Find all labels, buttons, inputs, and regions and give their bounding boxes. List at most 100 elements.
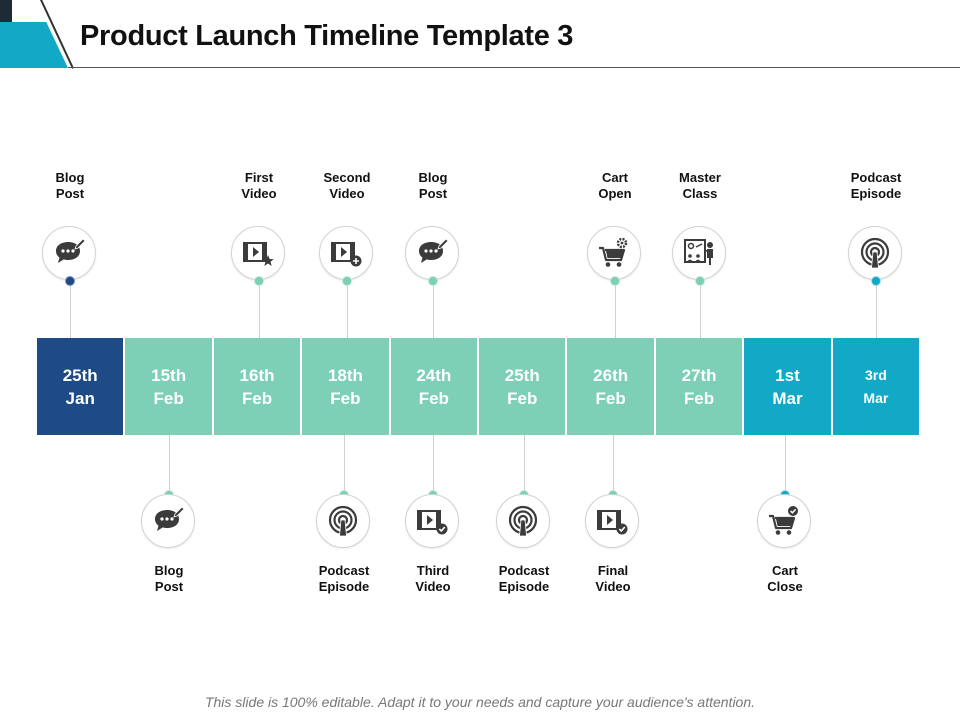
timeline-segment-3: 16th Feb <box>213 338 303 435</box>
event-label: Final Video <box>553 563 673 595</box>
event-label: Blog Post <box>10 170 130 202</box>
segment-day: 24th <box>416 365 452 385</box>
timeline-bar: 25th Jan 15th Feb 16th Feb 18th Feb 24th Feb … <box>37 338 920 435</box>
event-connector-line <box>875 286 877 338</box>
event-icon-circle <box>848 226 902 280</box>
timeline-segment-6: 25th Feb <box>479 338 568 435</box>
classroom-icon <box>684 239 713 265</box>
timeline-segment-9: 1st Mar <box>744 338 833 435</box>
timeline-segment-7: 26th Feb <box>567 338 656 435</box>
segment-day: 1st <box>775 365 800 385</box>
timeline-segment-1: 25th Jan <box>37 338 126 435</box>
header-accent-teal <box>0 22 68 68</box>
event-connector-dot <box>254 276 264 286</box>
segment-month: Feb <box>595 388 626 408</box>
event-label-line: Post <box>418 186 448 201</box>
event-connector-line <box>612 435 614 490</box>
event-label-line: Final <box>597 563 629 578</box>
event-label-line: Cart <box>601 170 628 185</box>
page-title: Product Launch Timeline Template 3 <box>80 20 574 52</box>
segment-day: 16th <box>239 365 275 385</box>
segment-day: 15th <box>151 365 187 385</box>
segment-month: Jan <box>65 388 95 408</box>
event-connector-line <box>168 435 170 490</box>
cart-gear-icon <box>599 237 628 267</box>
event-icon-circle <box>405 494 459 548</box>
segment-day: 27th <box>681 365 717 385</box>
event-label-line: Video <box>329 186 365 201</box>
event-icon-circle <box>319 226 373 280</box>
video-plus-icon <box>331 242 362 267</box>
event-label-line: Master <box>679 170 721 185</box>
segment-month: Feb <box>241 388 273 408</box>
segment-day: 3rd <box>864 366 887 383</box>
event-connector-line <box>346 286 348 338</box>
event-label-line: Video <box>595 579 631 594</box>
header-accent-dark <box>0 0 12 22</box>
event-label-line: Episode <box>850 186 902 201</box>
footer-note: This slide is 100% editable. Adapt it to… <box>204 694 756 710</box>
event-label-line: Video <box>415 579 451 594</box>
event-connector-line <box>784 435 786 490</box>
event-label: First Video <box>199 170 319 202</box>
event-label-line: Post <box>154 579 184 594</box>
event-label-line: Third <box>416 563 450 578</box>
segment-day: 18th <box>327 365 363 385</box>
segment-day: 25th <box>504 365 540 385</box>
blog-chat-icon <box>56 238 86 263</box>
blog-chat-icon <box>155 506 185 531</box>
event-label-line: Episode <box>318 579 370 594</box>
video-check-icon <box>417 510 448 535</box>
event-label-line: Second <box>323 170 371 185</box>
event-label: Podcast Episode <box>816 170 936 202</box>
event-icon-circle <box>587 226 641 280</box>
event-connector-line <box>432 286 434 338</box>
podcast-icon <box>328 505 358 537</box>
event-label: Cart Close <box>725 563 845 595</box>
event-connector-dot <box>428 276 438 286</box>
event-label: Master Class <box>640 170 760 202</box>
segment-day: 25th <box>62 365 98 385</box>
podcast-icon <box>860 237 890 269</box>
event-connector-dot <box>65 276 75 286</box>
timeline-segment-8: 27th Feb <box>655 338 745 435</box>
event-connector-line <box>432 435 434 490</box>
event-icon-circle <box>757 494 811 548</box>
segment-month: Feb <box>507 388 538 408</box>
event-label-line: Podcast <box>850 170 902 185</box>
event-connector-dot <box>871 276 881 286</box>
event-icon-circle <box>231 226 285 280</box>
blog-chat-icon <box>419 238 449 263</box>
event-label: Blog Post <box>109 563 229 595</box>
event-label-line: Close <box>767 579 803 594</box>
event-icon-circle <box>405 226 459 280</box>
event-icon-circle <box>141 494 195 548</box>
event-connector-line <box>614 286 616 338</box>
event-label-line: Podcast <box>498 563 550 578</box>
segment-month: Mar <box>772 388 803 408</box>
event-label: Second Video <box>287 170 407 202</box>
event-label-line: Blog <box>55 170 85 185</box>
event-icon-circle <box>496 494 550 548</box>
event-connector-dot <box>695 276 705 286</box>
event-label-line: Class <box>682 186 718 201</box>
cart-check-icon <box>769 506 798 535</box>
event-label: Blog Post <box>373 170 493 202</box>
event-label: Podcast Episode <box>284 563 404 595</box>
event-label-line: Episode <box>498 579 550 594</box>
event-connector-line <box>523 435 525 490</box>
event-icon-circle <box>316 494 370 548</box>
event-label-line: Open <box>598 186 632 201</box>
timeline-segment-2: 15th Feb <box>125 338 214 435</box>
event-connector-dot <box>610 276 620 286</box>
video-star-icon <box>243 242 274 266</box>
event-label: Third Video <box>373 563 493 595</box>
video-check-icon <box>597 510 628 535</box>
event-label-line: Blog <box>418 170 448 185</box>
event-label-line: Blog <box>154 563 184 578</box>
event-label-line: Post <box>55 186 85 201</box>
segment-month: Feb <box>153 388 184 408</box>
timeline-segment-10: 3rd Mar <box>832 338 920 435</box>
event-icon-circle <box>672 226 726 280</box>
podcast-icon <box>508 505 538 537</box>
